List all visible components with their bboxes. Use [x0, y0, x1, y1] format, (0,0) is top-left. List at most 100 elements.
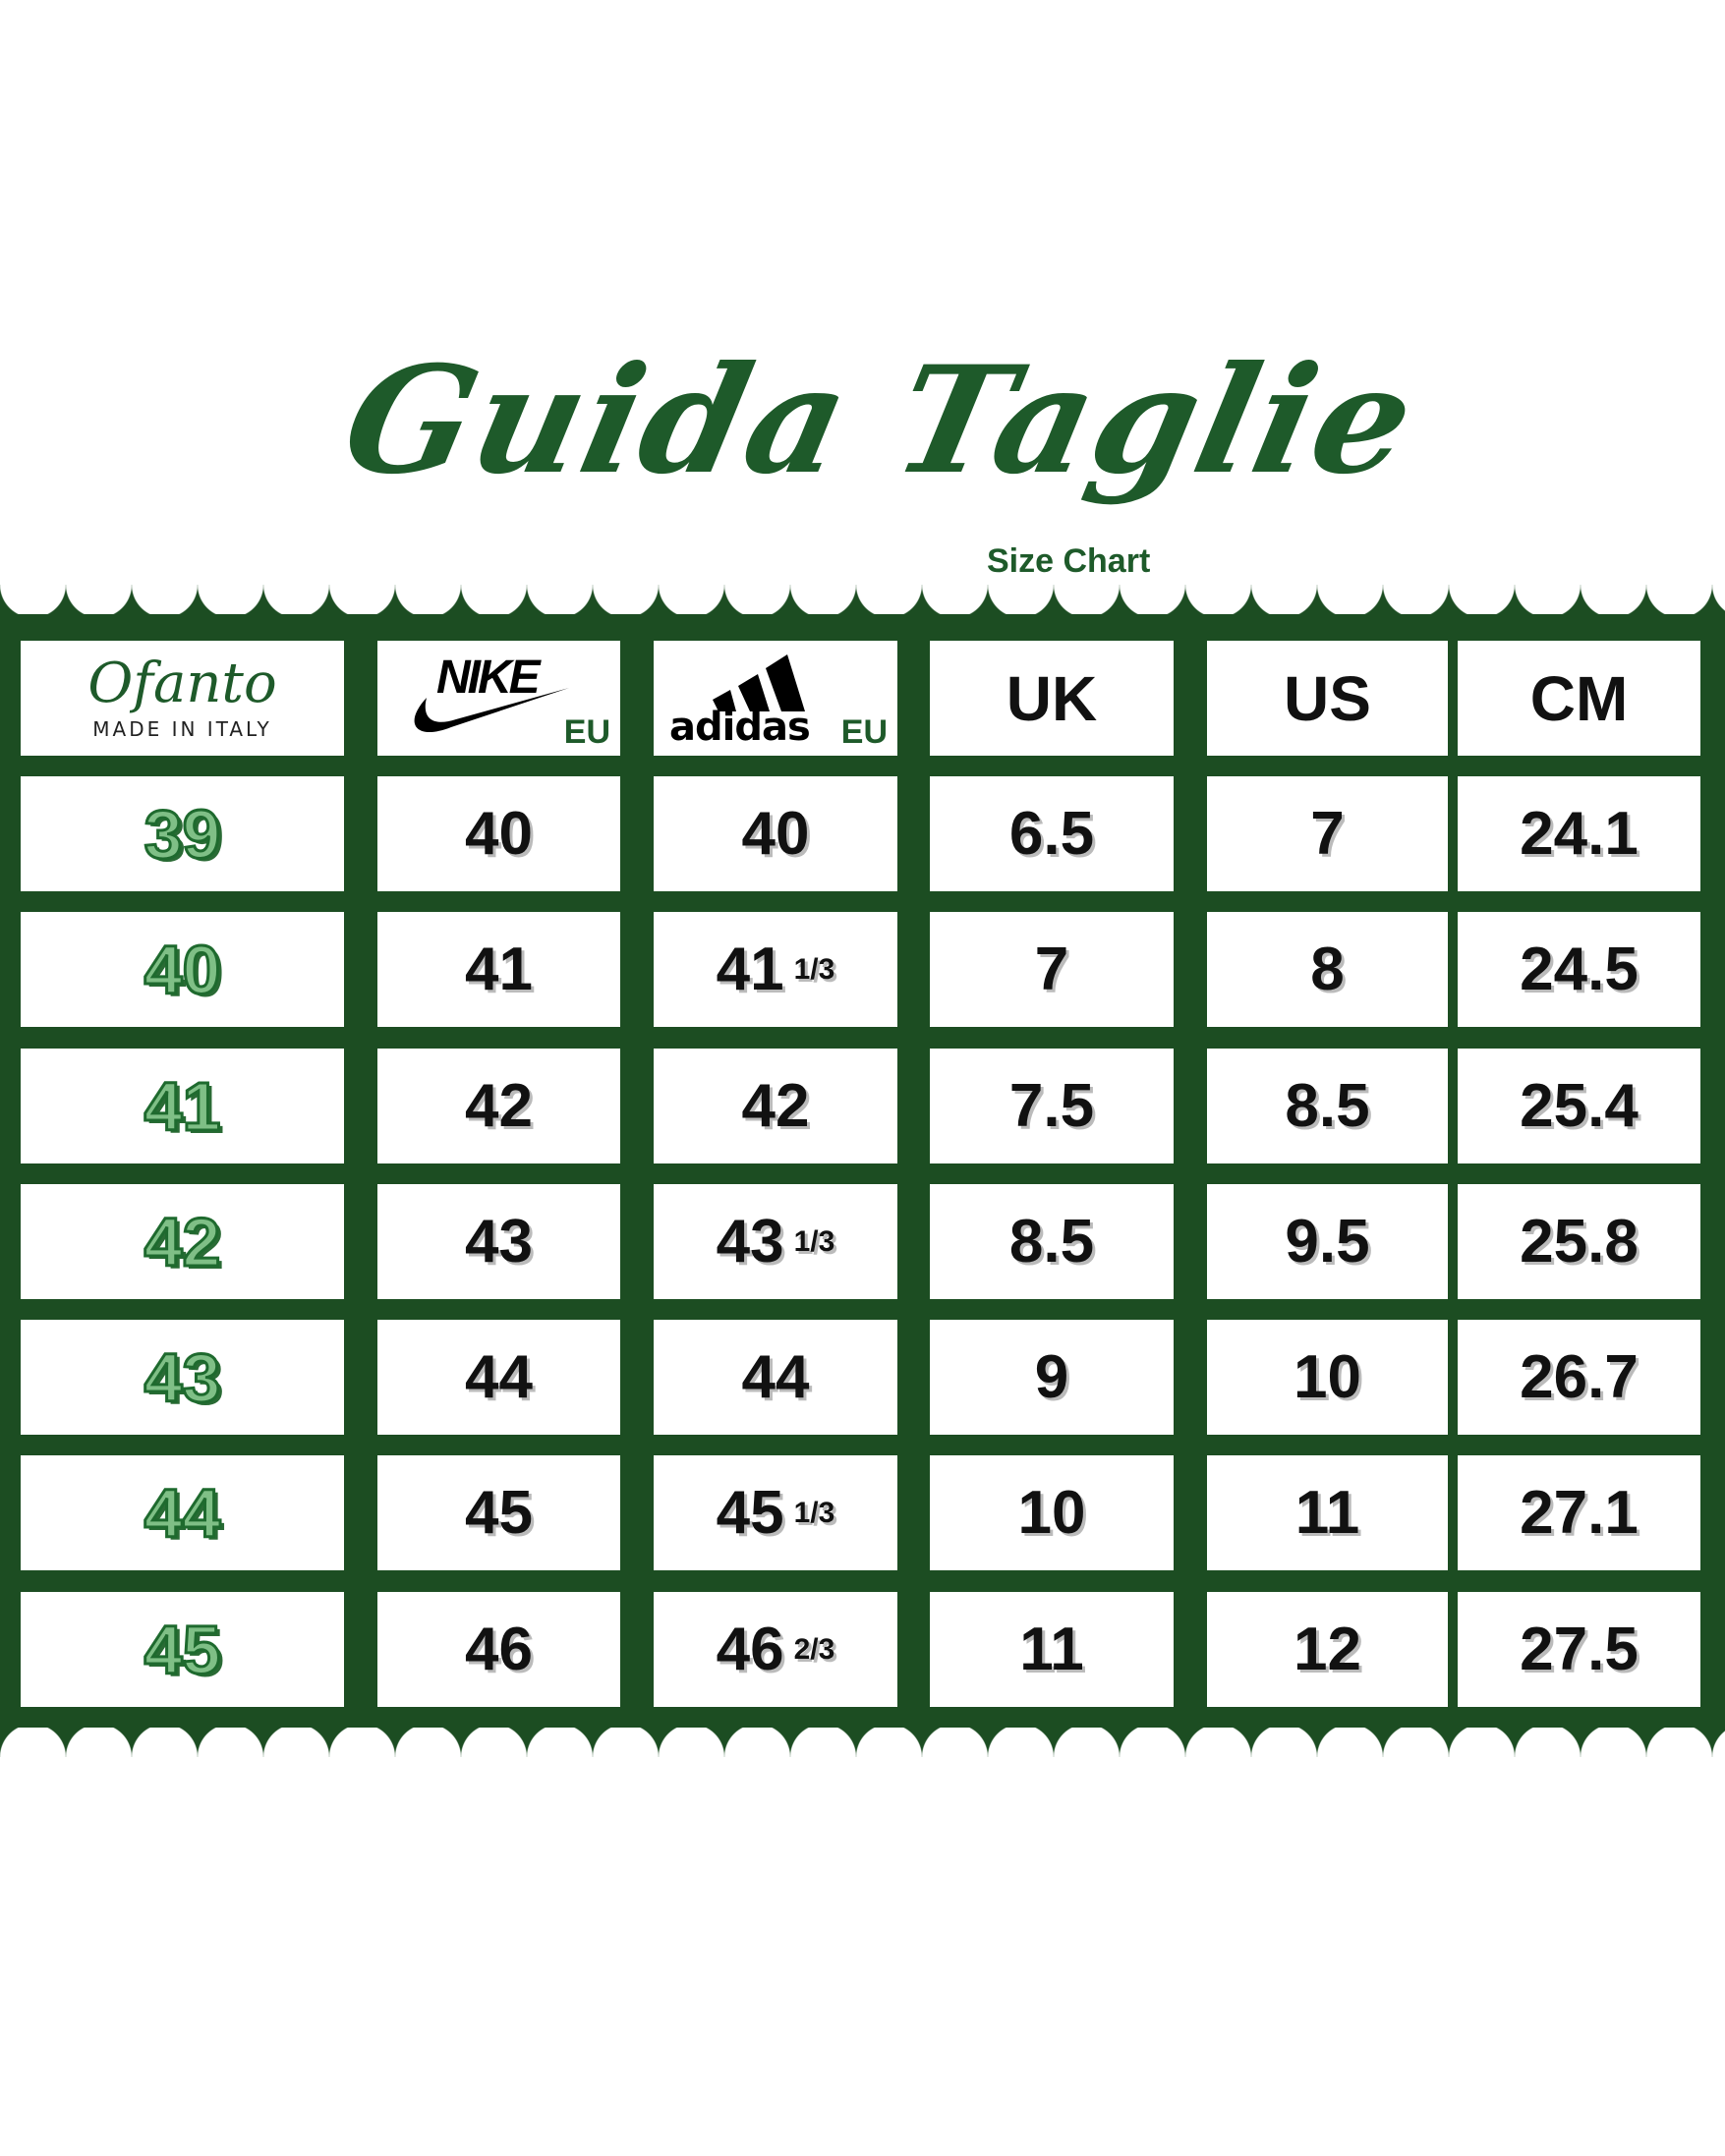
- adidas-size-cell: 44: [654, 1320, 897, 1435]
- nike-size-cell: 41: [377, 912, 620, 1027]
- cm-size-cell-value: 27.1: [1520, 1479, 1639, 1547]
- us-size-cell-value: 7: [1310, 800, 1345, 868]
- us-size-cell-value: 8.5: [1285, 1072, 1370, 1140]
- cm-size-cell: 27.1: [1458, 1455, 1700, 1570]
- adidas-size-cell-value: 40: [741, 800, 810, 868]
- cm-size-cell-value: 24.1: [1520, 800, 1639, 868]
- ofanto-size-cell-value: 44: [143, 1473, 222, 1553]
- nike-size-cell-value: 41: [465, 936, 533, 1003]
- nike-logo-text: NIKE: [436, 652, 541, 704]
- ofanto-size-cell-value: 40: [143, 930, 222, 1009]
- uk-size-cell-value: 6.5: [1008, 800, 1095, 868]
- adidas-size-cell-value: 43: [716, 1208, 784, 1276]
- cm-size-cell-value: 25.4: [1520, 1072, 1639, 1140]
- ofanto-logo: Ofanto MADE IN ITALY: [87, 651, 277, 741]
- nike-size-cell: 46: [377, 1592, 620, 1707]
- us-size-cell-value: 10: [1294, 1343, 1361, 1411]
- cm-size-cell: 24.1: [1458, 776, 1700, 891]
- nike-size-cell-value: 42: [465, 1072, 533, 1140]
- uk-size-cell-value: 7: [1034, 936, 1069, 1003]
- nike-size-cell-value: 43: [465, 1208, 533, 1276]
- uk-size-cell-value: 10: [1017, 1479, 1086, 1547]
- uk-size-cell: 9: [930, 1320, 1174, 1435]
- adidas-size-cell-value: 42: [741, 1072, 810, 1140]
- adidas-size-cell-value: 45: [716, 1479, 784, 1547]
- header-adidas: adidas EU: [654, 641, 897, 756]
- ofanto-size-cell-value: 39: [143, 794, 222, 874]
- uk-size-cell: 6.5: [930, 776, 1174, 891]
- ofanto-size-cell-value: 43: [143, 1337, 222, 1417]
- ofanto-size-cell: 42: [21, 1184, 344, 1299]
- uk-size-cell: 8.5: [930, 1184, 1174, 1299]
- cm-size-cell-value: 27.5: [1520, 1616, 1639, 1683]
- page-subtitle: Size Chart: [987, 542, 1151, 580]
- ofanto-size-cell-value: 45: [143, 1610, 222, 1689]
- ofanto-logo-text: Ofanto: [87, 651, 277, 715]
- cm-size-cell: 27.5: [1458, 1592, 1700, 1707]
- nike-size-cell-value: 45: [465, 1479, 533, 1547]
- uk-size-cell: 10: [930, 1455, 1174, 1570]
- uk-size-cell-value: 11: [1019, 1616, 1084, 1683]
- uk-size-cell: 7.5: [930, 1049, 1174, 1163]
- adidas-fraction: 1/3: [793, 952, 835, 986]
- page-title: Guida Taglie: [329, 334, 1430, 507]
- header-cm: CM: [1458, 641, 1700, 756]
- us-size-cell: 12: [1207, 1592, 1448, 1707]
- scallop-border-bottom: [0, 1728, 1725, 1757]
- ofanto-size-cell: 41: [21, 1049, 344, 1163]
- cm-size-cell-value: 25.8: [1520, 1208, 1639, 1276]
- cm-size-cell: 24.5: [1458, 912, 1700, 1027]
- adidas-size-cell: 40: [654, 776, 897, 891]
- cm-size-cell: 26.7: [1458, 1320, 1700, 1435]
- us-size-cell-value: 12: [1294, 1616, 1361, 1683]
- ofanto-size-cell: 40: [21, 912, 344, 1027]
- us-size-cell: 8.5: [1207, 1049, 1448, 1163]
- header-nike: NIKE EU: [377, 641, 620, 756]
- adidas-size-cell-value: 46: [716, 1616, 784, 1683]
- ofanto-size-cell-value: 42: [143, 1202, 222, 1281]
- cm-size-cell: 25.4: [1458, 1049, 1700, 1163]
- nike-size-cell-value: 44: [465, 1343, 533, 1411]
- uk-size-cell-value: 7.5: [1008, 1072, 1095, 1140]
- us-size-cell: 7: [1207, 776, 1448, 891]
- nike-size-cell: 40: [377, 776, 620, 891]
- us-size-cell: 11: [1207, 1455, 1448, 1570]
- adidas-size-cell: 45 1/3: [654, 1455, 897, 1570]
- ofanto-size-cell: 44: [21, 1455, 344, 1570]
- nike-size-cell: 45: [377, 1455, 620, 1570]
- adidas-size-cell-value: 41: [716, 936, 784, 1003]
- adidas-size-cell: 43 1/3: [654, 1184, 897, 1299]
- adidas-logo-text: adidas: [669, 705, 811, 750]
- nike-unit: EU: [563, 713, 610, 751]
- uk-size-cell-value: 8.5: [1008, 1208, 1095, 1276]
- header-ofanto: Ofanto MADE IN ITALY: [21, 641, 344, 756]
- uk-size-cell: 11: [930, 1592, 1174, 1707]
- nike-size-cell-value: 40: [465, 800, 533, 868]
- adidas-size-cell-value: 44: [741, 1343, 810, 1411]
- adidas-size-cell: 41 1/3: [654, 912, 897, 1027]
- cm-size-cell-value: 24.5: [1520, 936, 1639, 1003]
- nike-swoosh-icon: [414, 688, 569, 733]
- us-size-cell: 9.5: [1207, 1184, 1448, 1299]
- uk-size-cell-value: 9: [1034, 1343, 1069, 1411]
- uk-size-cell: 7: [930, 912, 1174, 1027]
- nike-size-cell-value: 46: [465, 1616, 533, 1683]
- us-size-cell: 10: [1207, 1320, 1448, 1435]
- cm-size-cell: 25.8: [1458, 1184, 1700, 1299]
- adidas-fraction: 1/3: [793, 1496, 835, 1529]
- adidas-unit: EU: [840, 713, 888, 751]
- us-size-cell-value: 8: [1310, 936, 1345, 1003]
- ofanto-size-cell: 39: [21, 776, 344, 891]
- ofanto-size-cell: 45: [21, 1592, 344, 1707]
- nike-size-cell: 44: [377, 1320, 620, 1435]
- header-uk: UK: [930, 641, 1174, 756]
- scallop-border-top: [0, 585, 1725, 614]
- us-size-cell-value: 9.5: [1285, 1208, 1370, 1276]
- nike-size-cell: 43: [377, 1184, 620, 1299]
- us-size-cell: 8: [1207, 912, 1448, 1027]
- header-us: US: [1207, 641, 1448, 756]
- ofanto-size-cell-value: 41: [143, 1066, 222, 1146]
- adidas-stripes-icon: [713, 654, 805, 711]
- ofanto-size-cell: 43: [21, 1320, 344, 1435]
- adidas-size-cell: 42: [654, 1049, 897, 1163]
